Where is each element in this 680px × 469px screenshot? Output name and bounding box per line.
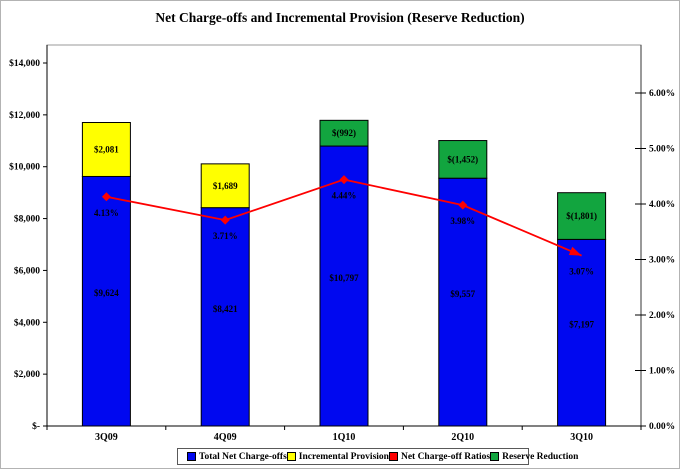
category-label: 1Q10 — [333, 432, 356, 443]
ratio-marker — [458, 200, 468, 210]
left-axis-tick-label: $8,000 — [14, 214, 40, 225]
right-axis-tick-label: 2.00% — [649, 311, 675, 321]
bar-segment-total-net-charge-offs — [557, 238, 607, 427]
left-axis-tick-label: $12,000 — [9, 110, 40, 121]
left-axis-tick-label: $14,000 — [9, 58, 40, 69]
legend-label: Reserve Reduction — [502, 451, 579, 462]
bar-value-label: $2,081 — [94, 144, 119, 154]
bar-group-2Q10: $9,557 $(1,452) — [438, 140, 488, 427]
ratio-marker — [101, 192, 111, 202]
bar-value-label: $(992) — [332, 128, 356, 138]
bar-segment-incremental-provision — [81, 122, 131, 177]
bar-value-label: $(1,801) — [566, 211, 597, 221]
category-label: 2Q10 — [451, 432, 474, 443]
legend-label: Net Charge-off Ratios — [400, 451, 491, 462]
ratio-marker — [220, 215, 230, 225]
ratio-label: 4.13% — [94, 208, 119, 218]
left-axis-tick-label: $- — [32, 421, 40, 432]
bar-group-3Q09: $9,624 $2,081 — [81, 122, 131, 427]
right-axis-tick-label: 4.00% — [649, 200, 675, 210]
ratio-label: 4.44% — [332, 191, 357, 201]
bar-segment-total-net-charge-offs — [319, 145, 369, 427]
bar-segment-reserve-reduction — [438, 140, 488, 179]
right-axis-tick-label: 1.00% — [649, 367, 675, 377]
bar-value-label: $7,197 — [569, 320, 594, 330]
bar-value-label: $10,797 — [329, 273, 359, 283]
category-label: 3Q09 — [95, 432, 118, 443]
chart-title: Net Charge-offs and Incremental Provisio… — [155, 10, 525, 25]
ratio-line-arrowhead — [568, 246, 582, 256]
bar-value-label: $1,689 — [213, 181, 238, 191]
legend-item-total-net-charge-offs: Total Net Charge-offs — [187, 452, 287, 462]
legend-marker-net-charge-off-ratios-icon — [388, 452, 398, 461]
right-axis-tick-label: 0.00% — [649, 422, 675, 432]
ratio-label: 3.07% — [569, 267, 594, 277]
bar-value-label: $9,557 — [450, 289, 475, 299]
bar-value-label: $9,624 — [94, 288, 119, 298]
bar-segment-reserve-reduction — [557, 192, 607, 240]
bar-segment-total-net-charge-offs — [200, 207, 250, 427]
category-label: 3Q10 — [570, 432, 593, 443]
left-axis-tick-label: $2,000 — [14, 369, 40, 380]
bar-segment-incremental-provision — [200, 163, 250, 209]
bars: $9,624 $2,081 $8,421 $1,689 $10,797 $(992) $9,… — [81, 119, 607, 427]
left-axis-tick-label: $10,000 — [9, 162, 40, 173]
category-label: 4Q09 — [214, 432, 237, 443]
left-axis-tick-label: $6,000 — [14, 265, 40, 276]
bar-value-label: $(1,452) — [447, 154, 478, 164]
left-axis-tick-label: $4,000 — [14, 317, 40, 328]
legend-item-incremental-provision: Incremental Provision — [286, 451, 389, 462]
ratio-label: 3.98% — [450, 216, 475, 226]
legend-item-net-charge-off-ratios: Net Charge-off Ratios — [388, 451, 491, 462]
legend-marker-total-net-charge-offs-icon — [187, 452, 196, 461]
bar-group-4Q09: $8,421 $1,689 — [200, 163, 250, 427]
bar-group-3Q10: $7,197 $(1,801) — [557, 192, 607, 427]
legend-marker-reserve-reduction-icon — [490, 452, 500, 461]
axes: $14,000 $12,000 $10,000 $8,000 $6,000 $4,000 $… — [9, 45, 675, 443]
bar-value-label: $8,421 — [213, 304, 238, 314]
bar-group-1Q10: $10,797 $(992) — [319, 119, 369, 427]
ratio-marker — [339, 175, 349, 185]
chart-legend: Total Net Charge-offs Incremental Provis… — [177, 448, 578, 465]
right-axis-tick-label: 3.00% — [649, 256, 675, 266]
legend-label: Incremental Provision — [298, 451, 389, 462]
legend-label: Total Net Charge-offs — [199, 451, 287, 462]
legend-item-reserve-reduction: Reserve Reduction — [490, 452, 578, 462]
right-axis-tick-label: 5.00% — [649, 145, 675, 155]
ratio-label: 3.71% — [213, 231, 238, 241]
bar-segment-reserve-reduction — [319, 119, 369, 147]
right-axis-tick-label: 6.00% — [649, 89, 675, 99]
ratio-line-series: 4.13% 3.71% 4.44% 3.98% 3.07% — [94, 175, 594, 277]
legend-marker-incremental-provision-icon — [286, 452, 296, 461]
